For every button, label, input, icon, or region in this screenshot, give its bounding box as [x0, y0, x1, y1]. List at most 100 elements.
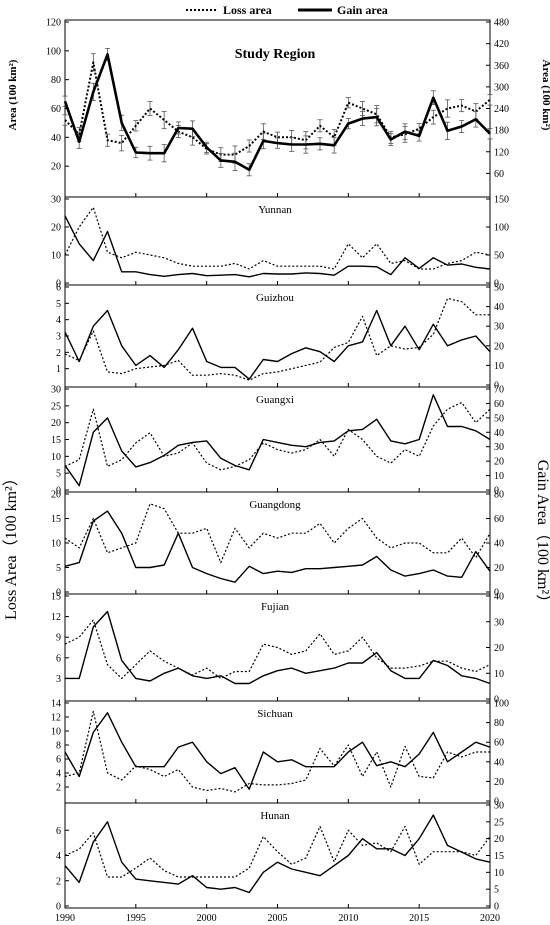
left-tick-label: 30 — [51, 195, 61, 206]
x-tick-label: 2005 — [268, 913, 288, 924]
right-tick-label: 30 — [494, 801, 504, 812]
right-tick-label: 25 — [494, 817, 504, 828]
gain-area-line — [64, 814, 491, 894]
x-tick-label: 1990 — [55, 913, 75, 924]
right-tick-label: 0 — [494, 797, 499, 808]
right-tick-label: 0 — [494, 902, 499, 913]
right-tick-label: 100 — [494, 223, 509, 234]
right-tick-label: 150 — [494, 195, 509, 206]
right-tick-label: 20 — [494, 341, 504, 352]
right-tick-label: 15 — [494, 851, 504, 862]
right-tick-label: 0 — [494, 695, 499, 706]
loss-area-line — [64, 401, 491, 471]
panel-7: 0 2 4 6 0 5 10 15 20 25 30 Hunan — [56, 801, 504, 913]
gain-area-line — [64, 510, 491, 583]
right-tick-label: 420 — [494, 39, 509, 50]
top-left-axis-title: Area (100 km²) — [7, 59, 19, 130]
panels: 2040608010012060120180240300360420480Stu… — [46, 18, 509, 925]
panel-4: 0 5 10 15 20 0 20 40 60 80 Guangdong — [51, 490, 504, 599]
left-tick-label: 6 — [56, 755, 61, 766]
right-tick-label: 40 — [494, 539, 504, 550]
left-tick-label: 10 — [51, 251, 61, 262]
right-tick-label: 300 — [494, 82, 509, 93]
right-axis-title: Gain Area（100 km²） — [534, 460, 550, 611]
panel-title: Study Region — [235, 47, 316, 62]
legend-gain-label: Gain area — [337, 3, 388, 17]
right-tick-label: 70 — [494, 385, 504, 396]
right-tick-label: 30 — [494, 322, 504, 333]
top-right-axis-title: Area (100 km²) — [540, 60, 550, 131]
legend-loss-label: Loss area — [223, 3, 272, 17]
panel-title: Guangdong — [249, 499, 301, 511]
loss-area-line — [64, 825, 491, 878]
panel-6: 2 4 6 8 10 12 14 0 20 40 60 80 100 Sichuan — [51, 699, 509, 808]
panel-1: 0 10 20 30 0 50 100 150 Yunnan — [51, 195, 509, 290]
left-tick-label: 3 — [56, 332, 61, 343]
left-tick-label: 15 — [51, 592, 61, 603]
loss-area-line — [64, 297, 490, 381]
left-tick-label: 0 — [56, 588, 61, 599]
left-tick-label: 0 — [56, 279, 61, 290]
left-tick-label: 2 — [56, 876, 61, 887]
left-tick-label: 20 — [51, 223, 61, 234]
left-tick-label: 6 — [56, 653, 61, 664]
panel-title: Hunan — [260, 810, 290, 822]
right-tick-label: 30 — [494, 617, 504, 628]
x-tick-label: 2020 — [480, 913, 500, 924]
gain-area-line — [64, 394, 491, 487]
right-tick-label: 20 — [494, 643, 504, 654]
left-tick-label: 10 — [51, 539, 61, 550]
left-tick-label: 4 — [56, 769, 61, 780]
x-tick-label: 2015 — [409, 913, 429, 924]
left-tick-label: 12 — [51, 612, 61, 623]
left-tick-label: 15 — [51, 435, 61, 446]
right-tick-label: 40 — [494, 592, 504, 603]
panel-title: Sichuan — [257, 708, 293, 720]
left-tick-label: 10 — [51, 727, 61, 738]
left-tick-label: 0 — [56, 902, 61, 913]
left-tick-label: 9 — [56, 633, 61, 644]
gain-area-line — [64, 215, 491, 278]
right-tick-label: 50 — [494, 251, 504, 262]
right-tick-label: 20 — [494, 777, 504, 788]
panel-title: Yunnan — [258, 204, 292, 216]
right-tick-label: 60 — [494, 514, 504, 525]
left-tick-label: 5 — [56, 469, 61, 480]
left-tick-label: 20 — [51, 490, 61, 501]
right-tick-label: 40 — [494, 302, 504, 313]
left-tick-label: 5 — [56, 563, 61, 574]
loss-area-line — [64, 710, 490, 793]
right-tick-label: 10 — [494, 669, 504, 680]
right-tick-label: 0 — [494, 486, 499, 497]
left-tick-label: 14 — [51, 699, 61, 710]
right-tick-label: 240 — [494, 104, 509, 115]
right-tick-label: 10 — [494, 361, 504, 372]
left-tick-label: 40 — [51, 133, 61, 144]
left-tick-label: 15 — [51, 514, 61, 525]
right-tick-label: 60 — [494, 399, 504, 410]
left-axis-title: Loss Area（100 km²） — [2, 470, 20, 620]
panel-2: 1 2 3 4 5 6 0 10 20 30 40 50 Guizhou — [56, 283, 504, 392]
right-tick-label: 40 — [494, 428, 504, 439]
right-tick-label: 30 — [494, 442, 504, 453]
right-tick-label: 100 — [494, 699, 509, 710]
gain-area-line — [64, 309, 491, 380]
left-tick-label: 6 — [56, 283, 61, 294]
left-tick-label: 3 — [56, 674, 61, 685]
loss-area-line — [64, 206, 491, 270]
right-tick-label: 60 — [494, 169, 504, 180]
gain-area-line — [64, 712, 491, 790]
left-tick-label: 6 — [56, 826, 61, 837]
panel-title: Fujian — [261, 601, 290, 613]
panel-5: 3 6 9 12 15 0 10 20 30 40 Fujian — [51, 592, 504, 706]
right-tick-label: 180 — [494, 126, 509, 137]
left-tick-label: 20 — [51, 162, 61, 173]
panel-0: 20 40 60 80 100 120 60 120 180 240 300 360 420 480 Stu… — [46, 18, 509, 198]
left-tick-label: 12 — [51, 713, 61, 724]
right-tick-label: 0 — [494, 381, 499, 392]
left-tick-label: 2 — [56, 348, 61, 359]
left-tick-label: 0 — [56, 486, 61, 497]
legend: Loss area Gain area — [186, 3, 388, 17]
left-tick-label: 120 — [46, 18, 61, 29]
right-tick-label: 360 — [494, 61, 509, 72]
